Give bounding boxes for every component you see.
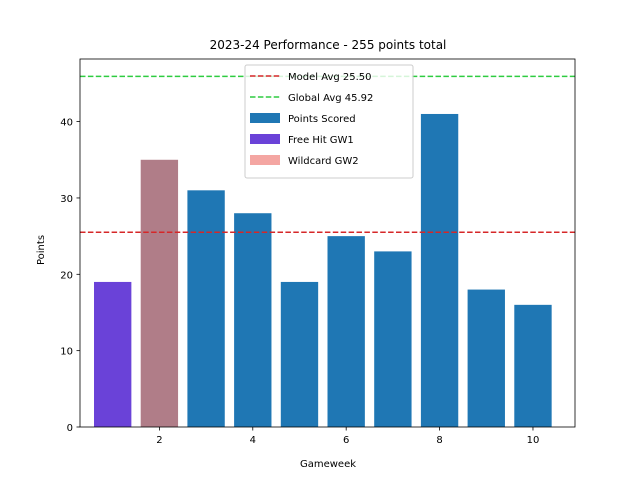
x-tick-label: 6 (343, 435, 349, 446)
plot-area (79, 58, 576, 428)
bar-gw-3 (187, 190, 225, 427)
legend: Model Avg 25.50 Global Avg 45.92 Points Sc… (244, 64, 414, 179)
legend-box (244, 64, 414, 179)
legend-swatch (250, 134, 280, 144)
y-tick-label: 20 (60, 270, 73, 281)
bar-gw-2 (140, 159, 179, 427)
bar-gw-1 (94, 281, 132, 427)
x-axis: 2 4 6 8 10 (156, 427, 539, 446)
legend-entry: Wildcard GW2 (288, 156, 359, 167)
x-tick-label: 10 (527, 435, 540, 446)
x-tick-label: 2 (156, 435, 162, 446)
legend-entry: Global Avg 45.92 (288, 93, 373, 104)
legend-swatch (250, 155, 280, 165)
x-tick-label: 8 (436, 435, 442, 446)
legend-swatch (250, 113, 280, 123)
bar-gw-10 (514, 304, 552, 427)
bar-gw-8 (420, 113, 459, 428)
y-tick-label: 10 (60, 347, 73, 358)
legend-entry: Points Scored (288, 114, 356, 125)
chart-title: 2023-24 Performance - 255 points total (210, 38, 447, 52)
bar-gw-9 (467, 289, 505, 427)
y-tick-label: 30 (60, 194, 73, 205)
y-axis-label: Points (36, 235, 47, 265)
legend-entry: Model Avg 25.50 (288, 72, 372, 83)
y-tick-label: 40 (60, 118, 73, 129)
legend-entry: Free Hit GW1 (288, 135, 354, 146)
x-tick-label: 4 (250, 435, 256, 446)
x-axis-label: Gameweek (300, 459, 356, 470)
bar-gw-4 (234, 213, 272, 427)
y-axis: 0 10 20 30 40 (60, 118, 80, 434)
y-tick-label: 0 (67, 423, 73, 434)
bar-gw-6 (327, 236, 365, 427)
bar-gw-7 (374, 251, 412, 427)
plot-frame (79, 58, 576, 428)
bar-gw-5 (280, 281, 319, 427)
